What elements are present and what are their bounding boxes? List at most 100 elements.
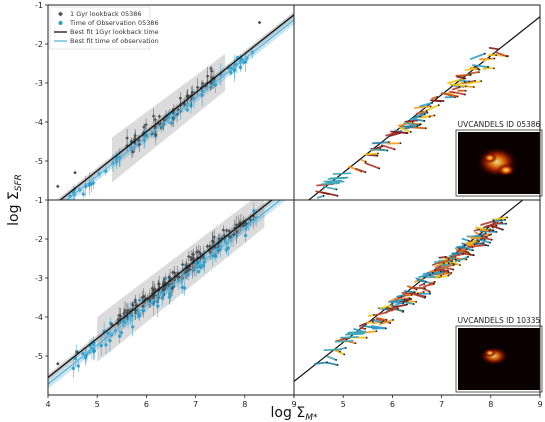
- x-axis-label: log ΣM*: [271, 405, 318, 422]
- track-segment: [474, 226, 488, 231]
- track-segment: [374, 311, 388, 317]
- point-observation: [189, 103, 193, 108]
- x-tick-label: 9: [291, 400, 296, 409]
- track-end-point: [415, 301, 418, 303]
- track-end-point: [344, 346, 347, 349]
- track-end-point: [482, 242, 485, 245]
- track-end-point: [424, 280, 427, 283]
- track-segment: [326, 355, 338, 361]
- track-segment: [434, 270, 442, 274]
- track-segment: [323, 348, 343, 351]
- point-lookback: [190, 90, 195, 95]
- track-segment: [389, 132, 401, 137]
- y-tick-label: -4: [35, 313, 43, 322]
- track-segment: [423, 283, 435, 288]
- track-end-point: [428, 274, 431, 276]
- galaxy-knot: [497, 164, 515, 176]
- track-end-point: [413, 291, 416, 294]
- point-lookback: [131, 303, 135, 308]
- x-tick-label: 7: [193, 400, 198, 409]
- track-segment: [459, 79, 471, 83]
- track-segment: [476, 238, 491, 244]
- track-segment: [329, 176, 349, 180]
- track-segment: [438, 256, 447, 259]
- y-tick-label: -3: [35, 274, 43, 283]
- track-segment: [364, 152, 379, 156]
- frame-bottom-right: [293, 199, 541, 396]
- track-segment: [452, 86, 461, 91]
- track-end-point: [431, 101, 433, 104]
- track-end-point: [465, 248, 468, 251]
- track-segment: [488, 47, 500, 51]
- point-observation: [232, 68, 237, 72]
- track-end-point: [489, 241, 491, 244]
- track-end-point: [483, 52, 486, 55]
- point-lookback: [212, 235, 216, 239]
- track-segment: [390, 130, 409, 134]
- galaxy-knot: [484, 349, 496, 357]
- point-lookback: [248, 218, 253, 222]
- point-observation: [108, 339, 112, 343]
- track-segment: [403, 290, 416, 294]
- point-lookback: [117, 313, 121, 318]
- point-lookback: [140, 304, 145, 309]
- track-end-point: [417, 292, 419, 295]
- track-segment: [399, 126, 412, 133]
- point-lookback: [216, 241, 220, 246]
- track-end-point: [402, 310, 405, 312]
- point-lookback: [210, 239, 215, 243]
- inset-bottom-right: UVCANDELS ID 10335: [455, 316, 543, 393]
- point-lookback: [220, 236, 224, 240]
- track-segment: [439, 268, 450, 273]
- point-observation: [238, 65, 243, 70]
- track-end-point: [384, 327, 387, 330]
- track-end-point: [479, 233, 481, 236]
- point-lookback: [232, 232, 236, 237]
- track-segment: [370, 148, 389, 152]
- point-lookback: [170, 286, 174, 290]
- track-end-point: [382, 320, 385, 323]
- point-lookback: [133, 298, 138, 302]
- track-end-point: [464, 77, 467, 80]
- track-end-point: [504, 218, 506, 221]
- point-lookback: [222, 233, 227, 238]
- point-lookback: [153, 124, 158, 129]
- track-segment: [314, 361, 328, 365]
- track-end-point: [442, 262, 445, 265]
- y-tick-label: -2: [35, 235, 43, 244]
- point-lookback: [175, 271, 180, 275]
- track-end-point: [389, 322, 392, 324]
- point-observation: [243, 60, 248, 64]
- track-end-point: [463, 80, 466, 83]
- track-end-point: [410, 294, 413, 296]
- point-lookback: [73, 170, 77, 175]
- track-end-point: [495, 224, 498, 227]
- track-end-point: [433, 114, 436, 117]
- track-end-point: [501, 221, 503, 224]
- point-observation: [199, 265, 203, 269]
- track-segment: [457, 247, 470, 254]
- x-tick-label: 6: [390, 400, 395, 409]
- track-end-point: [412, 303, 415, 305]
- point-lookback: [205, 74, 210, 79]
- point-lookback: [149, 131, 154, 136]
- track-end-point: [386, 149, 389, 152]
- track-end-point: [423, 113, 426, 116]
- track-segment: [404, 119, 419, 123]
- track-segment: [455, 249, 471, 255]
- point-lookback: [136, 139, 141, 143]
- track-segment: [332, 172, 352, 175]
- track-end-point: [478, 68, 481, 71]
- track-segment: [494, 216, 508, 221]
- point-lookback: [123, 308, 127, 313]
- fit-line-observation: [65, 19, 294, 200]
- point-lookback: [131, 150, 135, 154]
- track-end-point: [487, 66, 489, 68]
- point-lookback: [118, 314, 123, 318]
- track-end-point: [418, 123, 421, 126]
- track-segment: [385, 307, 399, 313]
- x-tick-label: 8: [242, 400, 247, 409]
- track-end-point: [423, 277, 425, 280]
- track-end-point: [364, 171, 367, 174]
- track-end-point: [469, 74, 472, 76]
